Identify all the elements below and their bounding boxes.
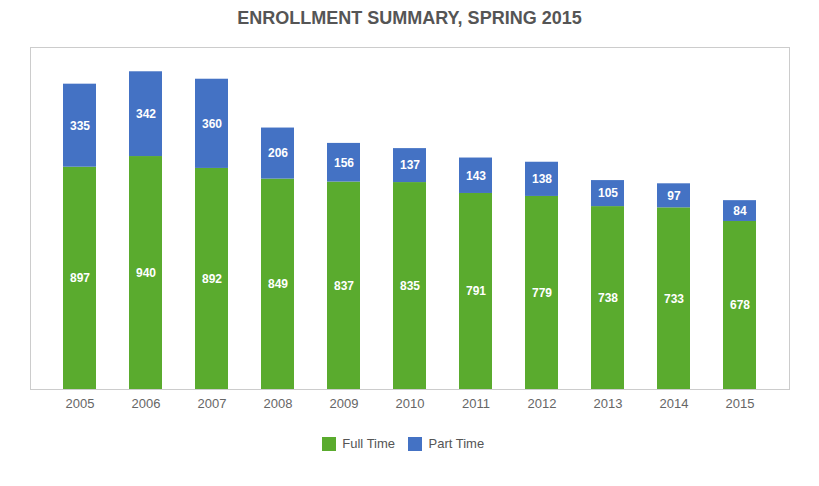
svg-text:335: 335: [70, 119, 90, 133]
svg-text:2011: 2011: [462, 396, 490, 411]
svg-text:2007: 2007: [198, 396, 227, 411]
svg-text:779: 779: [532, 286, 552, 300]
svg-text:2009: 2009: [330, 396, 359, 411]
svg-text:360: 360: [202, 117, 222, 131]
svg-text:2006: 2006: [132, 396, 161, 411]
svg-text:678: 678: [730, 298, 750, 312]
svg-text:206: 206: [268, 146, 288, 160]
svg-text:138: 138: [532, 172, 552, 186]
svg-text:84: 84: [733, 204, 747, 218]
svg-text:97: 97: [667, 189, 681, 203]
svg-text:342: 342: [136, 107, 156, 121]
svg-text:137: 137: [400, 158, 420, 172]
svg-text:2005: 2005: [66, 396, 95, 411]
html-text:Part Time: Part Time: [428, 436, 485, 451]
svg-text:940: 940: [136, 266, 156, 280]
svg-text:738: 738: [598, 291, 618, 305]
svg-text:2014: 2014: [660, 396, 689, 411]
svg-text:2013: 2013: [594, 396, 623, 411]
svg-text:2008: 2008: [264, 396, 293, 411]
svg-text:835: 835: [400, 279, 420, 293]
svg-text:156: 156: [334, 156, 354, 170]
svg-text:849: 849: [268, 277, 288, 291]
svg-text:892: 892: [202, 272, 222, 286]
svg-text:2010: 2010: [396, 396, 425, 411]
svg-text:837: 837: [334, 279, 354, 293]
svg-text:897: 897: [70, 271, 90, 285]
html-text:Full Time: Full Time: [342, 436, 395, 451]
svg-text:2015: 2015: [726, 396, 755, 411]
svg-text:105: 105: [598, 186, 618, 200]
svg-text:733: 733: [664, 292, 684, 306]
svg-text:791: 791: [466, 284, 486, 298]
svg-text:2012: 2012: [528, 396, 557, 411]
svg-text:143: 143: [466, 169, 486, 183]
html-text:ENROLLMENT SUMMARY, SPRING 201: ENROLLMENT SUMMARY, SPRING 2015: [237, 8, 582, 28]
